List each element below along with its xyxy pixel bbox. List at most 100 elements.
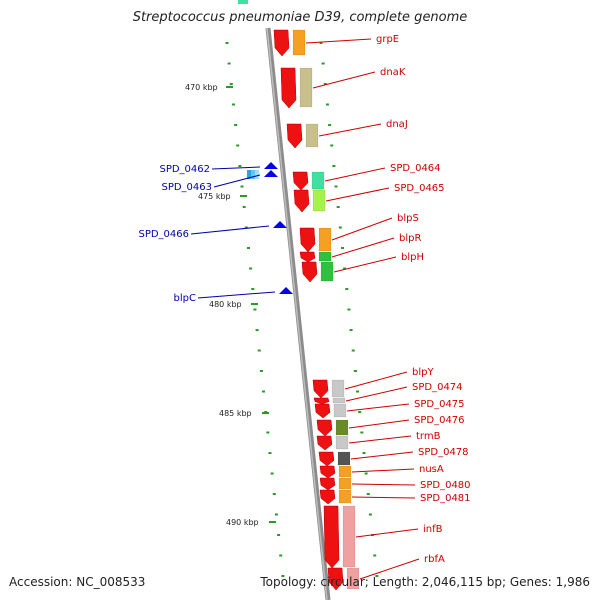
kbp-markers: 470 kbp 475 kbp 480 kbp 485 kbp 490 kbp — [185, 83, 276, 527]
gene-arrow[interactable] — [286, 123, 303, 149]
gene-arrow[interactable] — [264, 162, 278, 169]
gene-leader-line — [355, 528, 419, 538]
gene-arrow[interactable] — [299, 251, 316, 263]
gene-arrow[interactable] — [301, 261, 318, 283]
gene-label[interactable]: blpC — [174, 293, 196, 304]
forward-gene-SPD_0465[interactable] — [293, 189, 326, 213]
gene-arrow[interactable] — [319, 477, 336, 491]
forward-gene-SPD_0478[interactable] — [318, 451, 351, 467]
gene-arrow[interactable] — [313, 397, 330, 405]
gene-arrow[interactable] — [316, 435, 333, 451]
genome-backbone-highlight — [266, 27, 328, 600]
gene-label[interactable]: dnaJ — [386, 119, 408, 130]
gene-arrow[interactable] — [323, 505, 340, 569]
gene-arrow[interactable] — [299, 227, 316, 253]
gene-label[interactable]: SPD_0474 — [412, 382, 463, 393]
reverse-gene-SPD_0462[interactable] — [264, 162, 278, 169]
gene-arrow[interactable] — [312, 379, 329, 399]
gene-leader-line — [348, 435, 412, 444]
forward-gene-rbfA[interactable] — [327, 567, 360, 591]
forward-gene-blpR[interactable] — [299, 251, 332, 263]
gene-arrow[interactable] — [292, 171, 309, 191]
gene-label[interactable]: infB — [423, 524, 443, 535]
forward-gene-blpS[interactable] — [299, 227, 332, 253]
gene-category-block — [342, 505, 356, 568]
forward-gene-SPD_0464[interactable] — [292, 171, 325, 191]
forward-gene-blpH[interactable] — [301, 261, 334, 283]
gene-label[interactable]: dnaK — [380, 67, 406, 78]
kbp-marker-label: 485 kbp — [219, 409, 252, 418]
gene-label[interactable]: SPD_0478 — [418, 447, 469, 458]
category-stripe — [251, 170, 255, 179]
tick-mark — [334, 185, 338, 188]
gene-arrow[interactable] — [273, 29, 290, 57]
forward-gene-dnaK[interactable] — [280, 67, 313, 109]
gene-category-block — [335, 419, 349, 436]
kbp-tick — [262, 412, 269, 414]
kbp-tick — [269, 521, 276, 523]
forward-gene-nusA[interactable] — [319, 465, 352, 479]
gene-label[interactable]: SPD_0476 — [414, 415, 465, 426]
gene-label[interactable]: SPD_0481 — [420, 493, 471, 504]
tick-mark — [253, 308, 257, 311]
tick-mark — [368, 513, 372, 516]
tick-mark — [347, 308, 351, 311]
partial-gene-top[interactable] — [238, 0, 248, 4]
reverse-gene-blpC[interactable] — [279, 287, 293, 294]
gene-label[interactable]: SPD_0462 — [159, 164, 210, 175]
tick-mark — [242, 206, 246, 208]
gene-arrow[interactable] — [293, 189, 310, 213]
gene-label[interactable]: blpH — [401, 252, 424, 263]
reverse-gene-SPD_0466[interactable] — [273, 221, 287, 228]
gene-arrow[interactable] — [280, 67, 297, 109]
tick-mark — [257, 349, 261, 352]
gene-leader-line — [333, 256, 397, 273]
tick-mark — [251, 288, 255, 290]
reverse-gene-category-block — [247, 170, 259, 179]
forward-gene-grpE[interactable] — [273, 29, 306, 57]
forward-gene-SPD_0476[interactable] — [316, 419, 349, 437]
gene-label[interactable]: blpR — [399, 233, 421, 244]
gene-arrow[interactable] — [319, 465, 336, 479]
gene-label[interactable]: SPD_0463 — [161, 182, 212, 193]
gene-arrow[interactable] — [273, 221, 287, 228]
gene-label[interactable]: SPD_0464 — [390, 163, 441, 174]
gene-arrow[interactable] — [316, 419, 333, 437]
forward-gene-SPD_0475[interactable] — [314, 403, 347, 419]
forward-gene-SPD_0474[interactable] — [313, 397, 346, 405]
forward-gene-trmB[interactable] — [316, 435, 349, 451]
gene-arrow[interactable] — [279, 287, 293, 294]
forward-gene-SPD_0481[interactable] — [319, 489, 352, 505]
gene-leader-line — [351, 496, 416, 499]
gene-label[interactable]: grpE — [376, 34, 399, 45]
gene-label[interactable]: blpY — [412, 367, 434, 378]
forward-gene-blpY[interactable] — [312, 379, 345, 399]
gene-arrow[interactable] — [327, 567, 344, 591]
reverse-gene-SPD_0463[interactable] — [264, 170, 278, 177]
gene-label[interactable]: trmB — [416, 431, 441, 442]
gene-label[interactable]: SPD_0466 — [138, 229, 189, 240]
gene-label[interactable]: nusA — [419, 464, 444, 475]
forward-gene-dnaJ[interactable] — [286, 123, 319, 149]
gene-arrow[interactable] — [318, 451, 335, 467]
tick-mark — [375, 575, 379, 577]
gene-leader-line — [331, 217, 393, 241]
forward-gene-SPD_0480[interactable] — [319, 477, 352, 491]
gene-arrow[interactable] — [314, 403, 331, 419]
tick-mark — [362, 452, 366, 454]
forward-gene-infB[interactable] — [323, 505, 356, 569]
gene-labels: grpE dnaK dnaJ SPD_0464 SPD_0465 blpS blpR blpH… — [138, 34, 471, 580]
gene-leader-line — [348, 419, 410, 429]
gene-label[interactable]: SPD_0465 — [394, 183, 445, 194]
gene-leader-line — [213, 174, 261, 188]
tick-mark — [340, 247, 344, 249]
gene-label[interactable]: SPD_0475 — [414, 399, 465, 410]
tick-mark — [229, 83, 233, 85]
gene-label[interactable]: SPD_0480 — [420, 480, 471, 491]
gene-label[interactable]: rbfA — [424, 554, 445, 565]
gene-arrow[interactable] — [264, 170, 278, 177]
gene-label[interactable]: blpS — [397, 213, 419, 224]
tick-mark — [319, 42, 323, 44]
gene-arrow[interactable] — [319, 489, 336, 505]
